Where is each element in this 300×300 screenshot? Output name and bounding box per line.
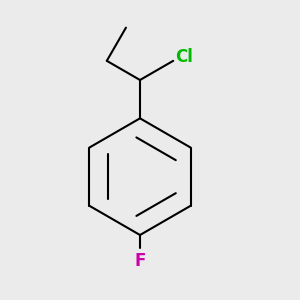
Text: Cl: Cl bbox=[175, 49, 193, 67]
Text: F: F bbox=[134, 252, 146, 270]
